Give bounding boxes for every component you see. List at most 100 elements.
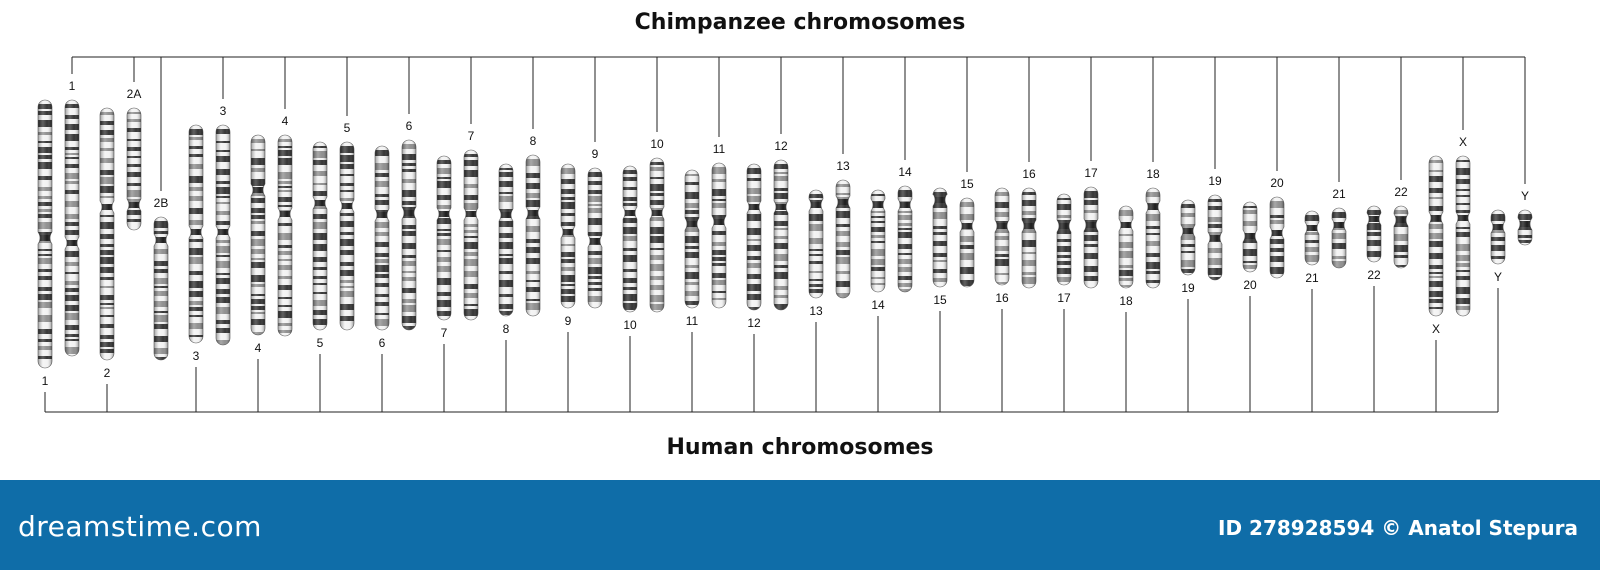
human-chromosome-15 bbox=[932, 187, 948, 288]
human-label-9: 9 bbox=[565, 314, 572, 328]
chimp-chromosome-19 bbox=[1207, 194, 1223, 281]
human-chromosome-8 bbox=[498, 163, 514, 317]
dreamstime-logo: dreamstime.com bbox=[18, 510, 262, 543]
human-label-2: 2 bbox=[104, 366, 111, 380]
chimp-label-2b: 2B bbox=[154, 196, 169, 210]
human-label-4: 4 bbox=[255, 341, 262, 355]
human-label-1: 1 bbox=[42, 374, 49, 388]
chimp-chromosome-14 bbox=[897, 185, 913, 293]
chimp-label-14: 14 bbox=[898, 165, 912, 179]
human-chromosome-4 bbox=[250, 134, 266, 336]
chimp-label-6: 6 bbox=[406, 119, 413, 133]
chimpanzee-title: Chimpanzee chromosomes bbox=[634, 10, 966, 35]
chimp-chromosome-11 bbox=[711, 162, 727, 309]
human-label-21: 21 bbox=[1305, 271, 1319, 285]
human-label-y: Y bbox=[1494, 270, 1502, 284]
chromosome-labels: 1122A2B334455667788991010111112121313141… bbox=[42, 79, 1529, 388]
human-label-15: 15 bbox=[933, 293, 947, 307]
human-chromosome-13 bbox=[808, 189, 824, 299]
chimp-chromosome-1 bbox=[64, 99, 80, 357]
human-label-8: 8 bbox=[503, 322, 510, 336]
human-label-7: 7 bbox=[441, 326, 448, 340]
chimp-chromosome-18 bbox=[1145, 187, 1161, 289]
chimp-label-y: Y bbox=[1521, 189, 1529, 203]
human-chromosome-9 bbox=[560, 163, 576, 309]
human-label-16: 16 bbox=[995, 291, 1009, 305]
human-chromosome-12 bbox=[746, 163, 762, 311]
chimp-chromosome-12 bbox=[773, 159, 789, 311]
chimp-chromosome-y bbox=[1517, 209, 1533, 246]
human-chromosome-6 bbox=[374, 145, 390, 331]
footer-bar: dreamstime.com ID 278928594 © Anatol Ste… bbox=[0, 480, 1600, 570]
human-chromosome-18 bbox=[1118, 205, 1134, 289]
chimp-label-17: 17 bbox=[1084, 166, 1098, 180]
chromosome-diagram-svg: 1122A2B334455667788991010111112121313141… bbox=[37, 56, 1533, 413]
chromosomes-group bbox=[37, 99, 1533, 369]
chimp-chromosome-22 bbox=[1393, 205, 1409, 269]
chimp-chromosome-9 bbox=[587, 167, 603, 309]
human-chromosome-20 bbox=[1242, 201, 1258, 273]
chimp-chromosome-15 bbox=[959, 197, 975, 288]
human-label-5: 5 bbox=[317, 336, 324, 350]
chimp-label-15: 15 bbox=[960, 177, 974, 191]
human-chromosome-5 bbox=[312, 141, 328, 331]
human-chromosome-10 bbox=[622, 165, 638, 313]
chimp-label-12: 12 bbox=[774, 139, 788, 153]
chimp-chromosome-7 bbox=[463, 149, 479, 321]
chimp-label-4: 4 bbox=[282, 114, 289, 128]
chimp-chromosome-21 bbox=[1331, 207, 1347, 269]
chimp-chromosome-16 bbox=[1021, 187, 1037, 289]
chimp-label-13: 13 bbox=[836, 159, 850, 173]
human-chromosome-3 bbox=[188, 124, 204, 344]
human-label-x: X bbox=[1432, 322, 1440, 336]
human-chromosome-1 bbox=[37, 99, 53, 369]
chimp-chromosome-10 bbox=[649, 157, 665, 313]
human-label-17: 17 bbox=[1057, 291, 1071, 305]
image-credit: ID 278928594 © Anatol Stepura bbox=[1218, 516, 1578, 540]
human-title: Human chromosomes bbox=[666, 435, 934, 460]
chimp-chromosome-2b bbox=[153, 216, 169, 361]
human-chromosome-x bbox=[1428, 155, 1444, 317]
human-chromosome-11 bbox=[684, 169, 700, 309]
chimp-label-10: 10 bbox=[650, 137, 664, 151]
chimp-chromosome-17 bbox=[1083, 186, 1099, 289]
chimp-chromosome-5 bbox=[339, 141, 355, 331]
chimp-label-8: 8 bbox=[530, 134, 537, 148]
human-label-11: 11 bbox=[686, 314, 699, 328]
karyotype-diagram: 1 1 2 2A 2B 3 3 4 4 5 5 6 6 7 7 8 8 9 9 10 10 11 11 12 12 13 13 14 1… bbox=[37, 10, 1533, 460]
chimp-label-9: 9 bbox=[592, 147, 599, 161]
chimp-label-1: 1 bbox=[69, 79, 76, 93]
human-chromosome-22 bbox=[1366, 205, 1382, 263]
chimp-chromosome-20 bbox=[1269, 196, 1285, 279]
chimp-chromosome-3 bbox=[215, 124, 231, 346]
chimp-chromosome-6 bbox=[401, 139, 417, 331]
human-label-22: 22 bbox=[1367, 268, 1381, 282]
chimp-label-16: 16 bbox=[1022, 167, 1036, 181]
chimp-label-7: 7 bbox=[468, 129, 475, 143]
chimp-label-3: 3 bbox=[220, 104, 227, 118]
connector-lines bbox=[44, 56, 1526, 413]
chimp-chromosome-x bbox=[1455, 155, 1471, 317]
human-chromosome-7 bbox=[436, 155, 452, 321]
chimp-label-22: 22 bbox=[1394, 185, 1408, 199]
human-chromosome-14 bbox=[870, 189, 886, 293]
human-chromosome-21 bbox=[1304, 210, 1320, 266]
human-label-12: 12 bbox=[747, 316, 761, 330]
human-label-20: 20 bbox=[1243, 278, 1257, 292]
chimp-label-21: 21 bbox=[1332, 187, 1346, 201]
human-label-18: 18 bbox=[1119, 294, 1133, 308]
chimp-label-19: 19 bbox=[1208, 174, 1222, 188]
human-chromosome-16 bbox=[994, 187, 1010, 286]
human-label-10: 10 bbox=[623, 318, 637, 332]
human-label-19: 19 bbox=[1181, 281, 1195, 295]
chimp-label-x: X bbox=[1459, 135, 1467, 149]
human-label-13: 13 bbox=[809, 304, 823, 318]
chimp-label-20: 20 bbox=[1270, 176, 1284, 190]
chimp-chromosome-13 bbox=[835, 179, 851, 299]
human-label-6: 6 bbox=[379, 336, 386, 350]
chimp-chromosome-8 bbox=[525, 154, 541, 317]
chimp-chromosome-4 bbox=[277, 134, 293, 337]
human-chromosome-19 bbox=[1180, 199, 1196, 276]
human-chromosome-y bbox=[1490, 209, 1506, 265]
chimp-label-11: 11 bbox=[713, 142, 726, 156]
